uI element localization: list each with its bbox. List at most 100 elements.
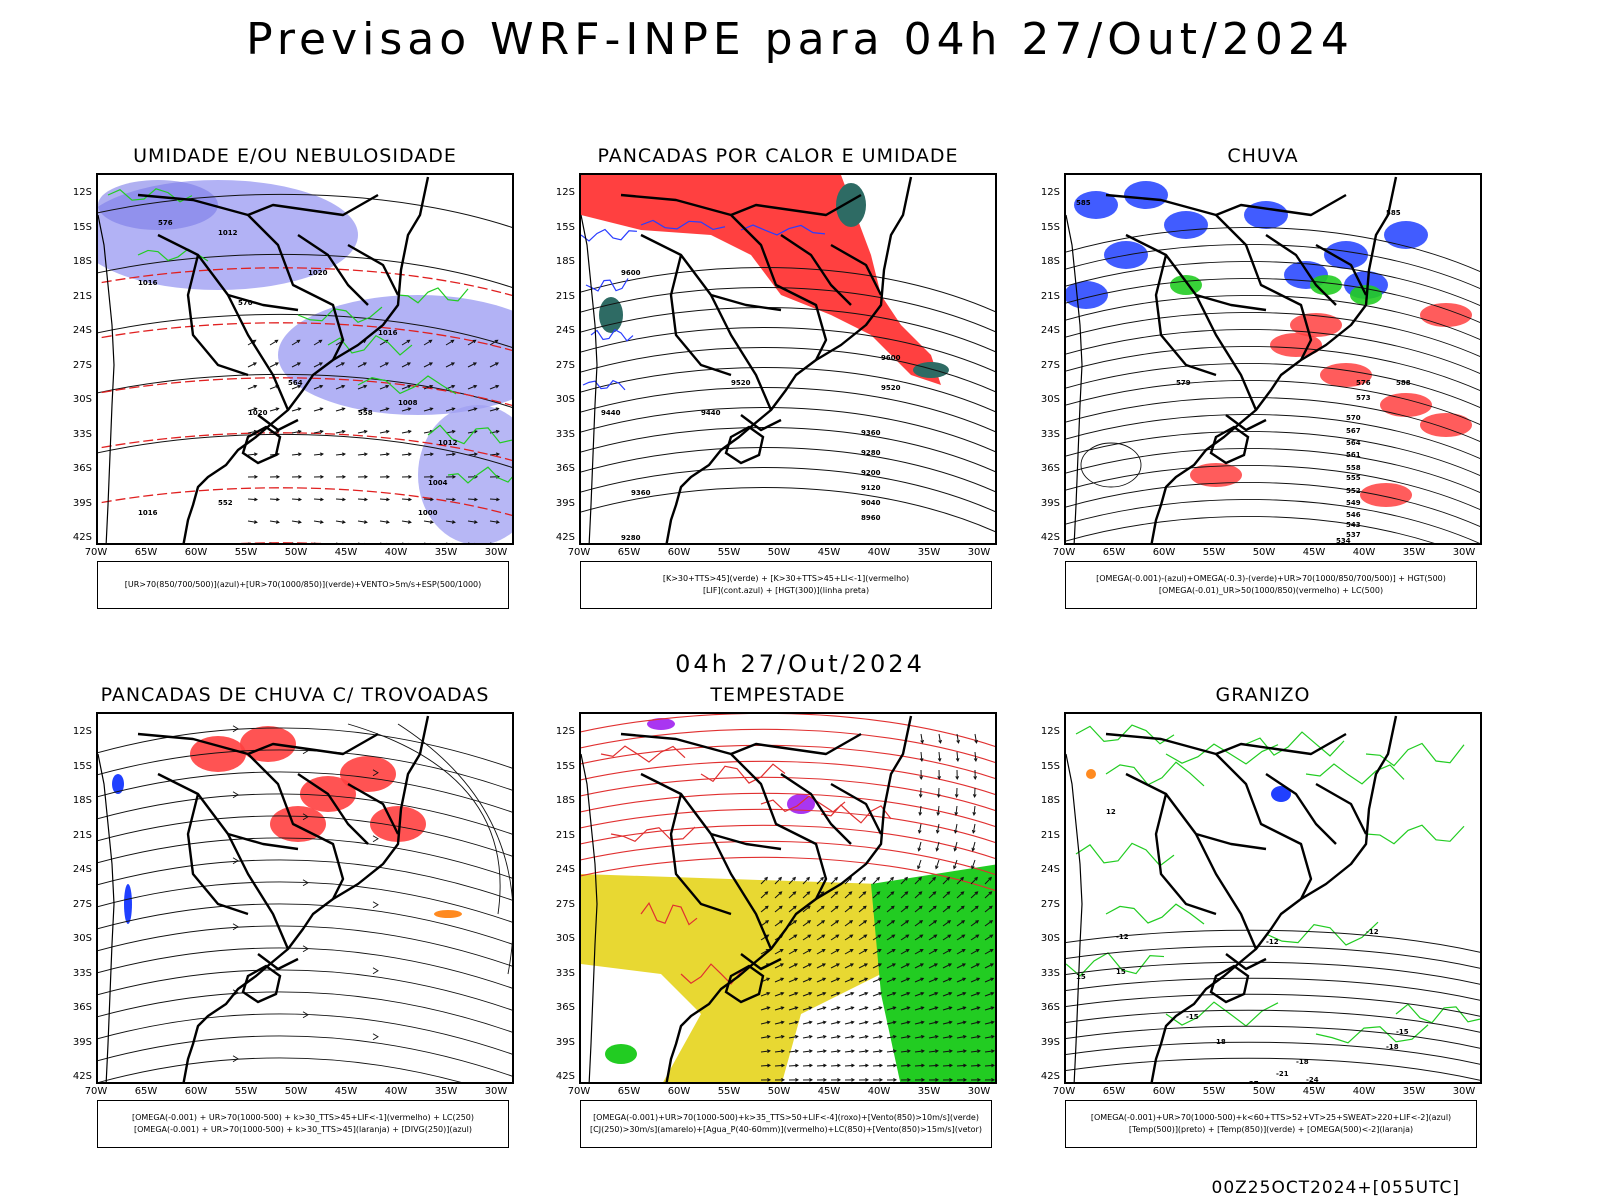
legend-line: [OMEGA(-0.001)-(azul)+OMEGA(-0.3)-(verde… — [1096, 574, 1446, 583]
map-canvas — [98, 715, 512, 1082]
lon-tick-label: 70W — [1052, 1086, 1076, 1097]
contour-label: -21 — [1276, 1070, 1289, 1078]
lon-tick-label: 50W — [1252, 1086, 1276, 1097]
lat-tick-label: 39S — [72, 1036, 92, 1048]
panel-granizo: GRANIZO -12 -12 -12 -15 -15 -18 -18 -21 -24 -27 15 1… — [1028, 684, 1498, 1154]
contour-label: 567 — [1346, 427, 1361, 435]
lon-tick-label: 40W — [867, 547, 891, 558]
lon-tick-label: 45W — [334, 547, 358, 558]
lat-tick-label: 12S — [555, 726, 575, 737]
lat-tick-label: 30S — [72, 933, 92, 944]
contour-label: 576 — [1356, 379, 1371, 387]
contour-label: 564 — [288, 379, 303, 387]
lat-tick-label: 15S — [1040, 221, 1060, 233]
contour-label: 1008 — [398, 399, 418, 407]
map-frame: -12 -12 -12 -15 -15 -18 -18 -21 -24 -27 15 15 12 18 — [1064, 712, 1482, 1084]
lat-tick-label: 42S — [1040, 532, 1060, 543]
contour-label: 15 — [1076, 973, 1086, 981]
panel-title: TEMPESTADE — [710, 684, 846, 706]
lat-tick-label: 15S — [1040, 760, 1060, 772]
lat-tick-label: 12S — [1040, 726, 1060, 737]
lon-tick-label: 55W — [717, 1086, 741, 1097]
map-canvas: 9600 9600 9520 9520 9440 9440 9360 9280 9200 9120… — [581, 175, 995, 543]
panel-chuva: CHUVA 585 579 576 573 570 567 564 561 558 555 552 54… — [1028, 145, 1498, 615]
legend-line: [OMEGA(-0.01)_UR>50(1000/850)(vermelho) … — [1158, 586, 1384, 595]
panel-legend: [OMEGA(-0.001) + UR>70(1000-500) + k>30_… — [97, 1100, 509, 1148]
map-canvas: 585 579 576 573 570 567 564 561 558 555 552 549 546 5… — [1066, 176, 1480, 543]
contour-label: 1016 — [138, 509, 158, 517]
map-frame — [96, 712, 514, 1084]
lon-tick-label: 35W — [1402, 547, 1426, 558]
valid-time-title: 04h 27/Out/2024 — [675, 650, 925, 678]
legend-line: [LIF](cont.azul) + [HGT(300)](linha pret… — [702, 586, 870, 595]
lon-tick-label: 30W — [1452, 547, 1476, 558]
contour-label: 552 — [1346, 487, 1361, 495]
contour-label: 552 — [218, 499, 233, 507]
lat-tick-label: 12S — [72, 726, 92, 737]
lat-tick-label: 27S — [1040, 359, 1060, 371]
lon-tick-label: 35W — [1402, 1086, 1426, 1097]
map-frame: 1012 1016 1020 1016 1012 1008 1004 1000 1020 1016… — [96, 173, 514, 545]
lon-tick-label: 55W — [234, 547, 258, 558]
contour-label: 15 — [1116, 968, 1126, 976]
lon-tick-label: 70W — [1052, 547, 1076, 558]
contour-label: 9360 — [631, 489, 651, 497]
lat-tick-label: 39S — [72, 497, 92, 509]
contour-label: 579 — [1176, 379, 1191, 387]
contour-label: 537 — [1346, 531, 1361, 539]
contour-label: 9360 — [861, 429, 881, 437]
lat-tick-label: 24S — [72, 325, 92, 336]
legend-line: [CJ(250)>30m/s](amarelo)+[Agua_P(40-60mm… — [590, 1125, 982, 1134]
lat-tick-label: 18S — [1040, 256, 1060, 267]
panel-umidade: UMIDADE E/OU NEBULOSIDADE 1012 1016 1020 101… — [60, 145, 530, 615]
panel-title: GRANIZO — [1215, 684, 1311, 706]
lon-tick-label: 30W — [967, 1086, 991, 1097]
lon-tick-label: 30W — [484, 547, 508, 558]
lon-tick-label: 35W — [434, 547, 458, 558]
legend-line: [OMEGA(-0.001)+UR>70(1000-500)+k>35_TTS>… — [593, 1113, 979, 1122]
contour-label: 585 — [1386, 209, 1401, 217]
panel-legend: [OMEGA(-0.001)+UR>70(1000-500)+k>35_TTS>… — [580, 1100, 992, 1148]
contour-label: 1012 — [438, 439, 458, 447]
lat-tick-label: 21S — [555, 829, 575, 841]
lat-tick-label: 36S — [72, 463, 92, 474]
lat-tick-label: 42S — [555, 532, 575, 543]
lon-tick-label: 60W — [667, 547, 691, 558]
contour-label: 546 — [1346, 511, 1361, 519]
contour-label: 1004 — [428, 479, 448, 487]
lat-tick-label: 21S — [72, 290, 92, 302]
contour-label: 18 — [1216, 1038, 1226, 1046]
panel-trovoadas: PANCADAS DE CHUVA C/ TROVOADAS 12S 15S 18S 2… — [60, 684, 530, 1154]
lon-tick-label: 55W — [234, 1086, 258, 1097]
lon-tick-label: 35W — [917, 547, 941, 558]
lat-tick-label: 39S — [1040, 497, 1060, 509]
panel-tempestade: TEMPESTADE 12S 15S 18S 21S 24S 27S 30S 33S 36S 39S… — [543, 684, 1013, 1154]
contour-label: 9280 — [861, 449, 881, 457]
lat-tick-label: 30S — [1040, 394, 1060, 405]
contour-label: 549 — [1346, 499, 1361, 507]
contour-label: 1012 — [218, 229, 238, 237]
panel-title: PANCADAS POR CALOR E UMIDADE — [597, 145, 959, 167]
panel-title: CHUVA — [1227, 145, 1299, 167]
lon-tick-label: 40W — [867, 1086, 891, 1097]
lat-tick-label: 12S — [555, 187, 575, 198]
lat-tick-label: 30S — [72, 394, 92, 405]
lat-tick-label: 21S — [1040, 829, 1060, 841]
lon-tick-label: 50W — [284, 1086, 308, 1097]
legend-line: [K>30+TTS>45](verde) + [K>30+TTS>45+LI<-… — [662, 574, 910, 583]
map-canvas: -12 -12 -12 -15 -15 -18 -18 -21 -24 -27 15 15 12 18 — [1066, 715, 1480, 1084]
lat-tick-label: 12S — [1040, 187, 1060, 198]
contour-label: -18 — [1296, 1058, 1309, 1066]
lon-tick-label: 40W — [1352, 547, 1376, 558]
map-canvas: 1012 1016 1020 1016 1012 1008 1004 1000 1020 1016… — [98, 176, 512, 543]
lon-tick-label: 35W — [434, 1086, 458, 1097]
lat-tick-label: 42S — [1040, 1071, 1060, 1082]
lon-tick-label: 45W — [334, 1086, 358, 1097]
lat-tick-label: 15S — [72, 221, 92, 233]
contour-label: -24 — [1306, 1076, 1319, 1084]
lon-tick-label: 45W — [1302, 1086, 1326, 1097]
lon-tick-label: 55W — [1202, 1086, 1226, 1097]
lat-tick-label: 30S — [1040, 933, 1060, 944]
lon-tick-label: 55W — [1202, 547, 1226, 558]
contour-label: -15 — [1396, 1028, 1409, 1036]
